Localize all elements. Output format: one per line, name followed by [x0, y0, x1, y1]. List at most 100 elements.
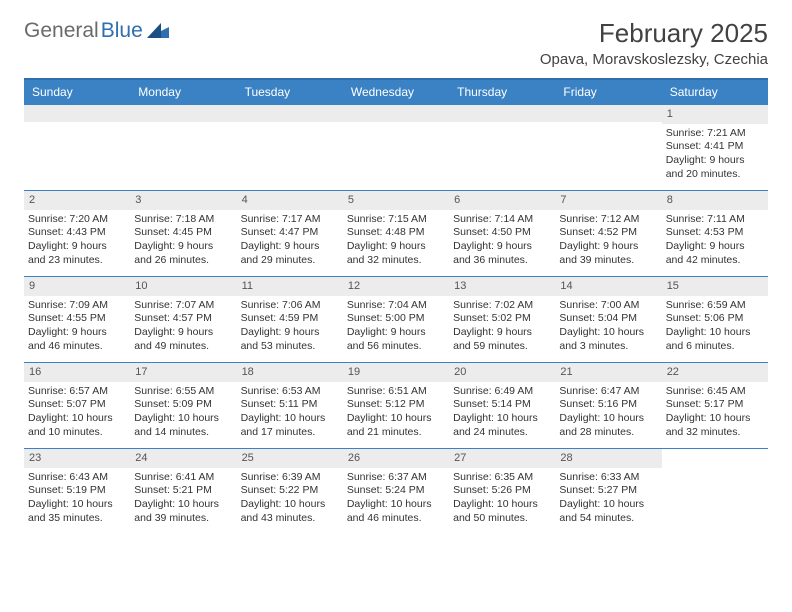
day-cell	[555, 105, 661, 190]
day-body: Sunrise: 7:17 AMSunset: 4:47 PMDaylight:…	[241, 213, 339, 268]
daylight-line: Daylight: 9 hours and 20 minutes.	[666, 154, 764, 182]
sunset-line: Sunset: 4:55 PM	[28, 312, 126, 326]
daylight-line: Daylight: 9 hours and 32 minutes.	[347, 240, 445, 268]
sunrise-line: Sunrise: 6:57 AM	[28, 385, 126, 399]
day-cell: 9Sunrise: 7:09 AMSunset: 4:55 PMDaylight…	[24, 277, 130, 362]
month-title: February 2025	[540, 18, 768, 49]
day-number: 2	[24, 191, 130, 210]
day-number: 28	[555, 449, 661, 468]
sunrise-line: Sunrise: 7:20 AM	[28, 213, 126, 227]
daylight-line: Daylight: 10 hours and 14 minutes.	[134, 412, 232, 440]
empty-day-bar	[343, 105, 449, 122]
calendar-week: 1Sunrise: 7:21 AMSunset: 4:41 PMDaylight…	[24, 105, 768, 191]
daylight-line: Daylight: 9 hours and 42 minutes.	[666, 240, 764, 268]
day-number: 18	[237, 363, 343, 382]
day-number: 12	[343, 277, 449, 296]
day-number: 26	[343, 449, 449, 468]
weekday-header: Sunday	[24, 80, 130, 105]
day-cell: 16Sunrise: 6:57 AMSunset: 5:07 PMDayligh…	[24, 363, 130, 448]
day-cell	[449, 105, 555, 190]
empty-day-bar	[237, 105, 343, 122]
sunrise-line: Sunrise: 7:21 AM	[666, 127, 764, 141]
day-cell: 20Sunrise: 6:49 AMSunset: 5:14 PMDayligh…	[449, 363, 555, 448]
day-cell: 13Sunrise: 7:02 AMSunset: 5:02 PMDayligh…	[449, 277, 555, 362]
day-body: Sunrise: 6:35 AMSunset: 5:26 PMDaylight:…	[453, 471, 551, 526]
day-number: 19	[343, 363, 449, 382]
sunset-line: Sunset: 5:06 PM	[666, 312, 764, 326]
day-number: 8	[662, 191, 768, 210]
daylight-line: Daylight: 10 hours and 17 minutes.	[241, 412, 339, 440]
calendar-week: 16Sunrise: 6:57 AMSunset: 5:07 PMDayligh…	[24, 363, 768, 449]
sunrise-line: Sunrise: 6:51 AM	[347, 385, 445, 399]
daylight-line: Daylight: 9 hours and 29 minutes.	[241, 240, 339, 268]
day-cell: 12 Sunrise: 7:04 AMSunset: 5:00 PMDayligh…	[343, 277, 449, 362]
day-cell: 7Sunrise: 7:12 AMSunset: 4:52 PMDaylight…	[555, 191, 661, 276]
sunrise-line: Sunrise: 6:55 AM	[134, 385, 232, 399]
sunrise-line: Sunrise: 6:47 AM	[559, 385, 657, 399]
day-body: Sunrise: 7:12 AMSunset: 4:52 PMDaylight:…	[559, 213, 657, 268]
brand-name-gray: General	[24, 19, 99, 43]
day-body: Sunrise: 6:49 AMSunset: 5:14 PMDaylight:…	[453, 385, 551, 440]
day-cell	[343, 105, 449, 190]
sunrise-line: Sunrise: 7:04 AM	[347, 299, 445, 313]
sunset-line: Sunset: 5:09 PM	[134, 398, 232, 412]
sunrise-line: Sunrise: 6:49 AM	[453, 385, 551, 399]
day-body: Sunrise: 7:20 AMSunset: 4:43 PMDaylight:…	[28, 213, 126, 268]
weekday-header: Saturday	[662, 80, 768, 105]
day-number: 1	[662, 105, 768, 124]
day-cell: 3Sunrise: 7:18 AMSunset: 4:45 PMDaylight…	[130, 191, 236, 276]
title-block: February 2025 Opava, Moravskoslezsky, Cz…	[540, 18, 768, 68]
daylight-line: Daylight: 9 hours and 39 minutes.	[559, 240, 657, 268]
day-cell: 28 Sunrise: 6:33 AMSunset: 5:27 PMDayligh…	[555, 449, 661, 535]
empty-day-bar	[449, 105, 555, 122]
day-number: 14	[555, 277, 661, 296]
page-header: GeneralBlue February 2025 Opava, Moravsk…	[24, 18, 768, 68]
day-cell: 25 Sunrise: 6:39 AMSunset: 5:22 PMDayligh…	[237, 449, 343, 535]
sunrise-line: Sunrise: 6:43 AM	[28, 471, 126, 485]
daylight-line: Daylight: 10 hours and 54 minutes.	[559, 498, 657, 526]
sunrise-line: Sunrise: 7:07 AM	[134, 299, 232, 313]
location: Opava, Moravskoslezsky, Czechia	[540, 51, 768, 68]
daylight-line: Daylight: 9 hours and 36 minutes.	[453, 240, 551, 268]
day-body: Sunrise: 6:45 AMSunset: 5:17 PMDaylight:…	[666, 385, 764, 440]
weekday-header: Monday	[130, 80, 236, 105]
day-cell: 8Sunrise: 7:11 AMSunset: 4:53 PMDaylight…	[662, 191, 768, 276]
calendar-week: 9Sunrise: 7:09 AMSunset: 4:55 PMDaylight…	[24, 277, 768, 363]
empty-day-bar	[24, 105, 130, 122]
sunrise-line: Sunrise: 6:45 AM	[666, 385, 764, 399]
day-body: Sunrise: 6:39 AMSunset: 5:22 PMDaylight:…	[241, 471, 339, 526]
sunrise-line: Sunrise: 7:17 AM	[241, 213, 339, 227]
sunset-line: Sunset: 5:22 PM	[241, 484, 339, 498]
day-cell: 18 Sunrise: 6:53 AMSunset: 5:11 PMDayligh…	[237, 363, 343, 448]
sunset-line: Sunset: 5:07 PM	[28, 398, 126, 412]
sunset-line: Sunset: 5:19 PM	[28, 484, 126, 498]
empty-day-bar	[555, 105, 661, 122]
sunset-line: Sunset: 4:59 PM	[241, 312, 339, 326]
day-body: Sunrise: 6:59 AMSunset: 5:06 PMDaylight:…	[666, 299, 764, 354]
daylight-line: Daylight: 10 hours and 21 minutes.	[347, 412, 445, 440]
day-body: Sunrise: 6:33 AMSunset: 5:27 PMDaylight:…	[559, 471, 657, 526]
day-cell: 11Sunrise: 7:06 AMSunset: 4:59 PMDayligh…	[237, 277, 343, 362]
day-body: Sunrise: 6:51 AMSunset: 5:12 PMDaylight:…	[347, 385, 445, 440]
day-number: 25	[237, 449, 343, 468]
day-cell: 17Sunrise: 6:55 AMSunset: 5:09 PMDayligh…	[130, 363, 236, 448]
day-body: Sunrise: 7:06 AMSunset: 4:59 PMDaylight:…	[241, 299, 339, 354]
day-body: Sunrise: 6:41 AMSunset: 5:21 PMDaylight:…	[134, 471, 232, 526]
day-body: Sunrise: 7:04 AMSunset: 5:00 PMDaylight:…	[347, 299, 445, 354]
day-cell: 6Sunrise: 7:14 AMSunset: 4:50 PMDaylight…	[449, 191, 555, 276]
brand-logo: GeneralBlue	[24, 18, 169, 44]
day-number: 3	[130, 191, 236, 210]
day-body: Sunrise: 6:53 AMSunset: 5:11 PMDaylight:…	[241, 385, 339, 440]
sunrise-line: Sunrise: 6:39 AM	[241, 471, 339, 485]
sunrise-line: Sunrise: 7:15 AM	[347, 213, 445, 227]
sunset-line: Sunset: 4:43 PM	[28, 226, 126, 240]
daylight-line: Daylight: 10 hours and 46 minutes.	[347, 498, 445, 526]
sunrise-line: Sunrise: 7:02 AM	[453, 299, 551, 313]
daylight-line: Daylight: 10 hours and 28 minutes.	[559, 412, 657, 440]
sunrise-line: Sunrise: 6:35 AM	[453, 471, 551, 485]
day-body: Sunrise: 7:02 AMSunset: 5:02 PMDaylight:…	[453, 299, 551, 354]
sunrise-line: Sunrise: 7:09 AM	[28, 299, 126, 313]
sunrise-line: Sunrise: 6:41 AM	[134, 471, 232, 485]
daylight-line: Daylight: 9 hours and 53 minutes.	[241, 326, 339, 354]
day-cell: 22Sunrise: 6:45 AMSunset: 5:17 PMDayligh…	[662, 363, 768, 448]
